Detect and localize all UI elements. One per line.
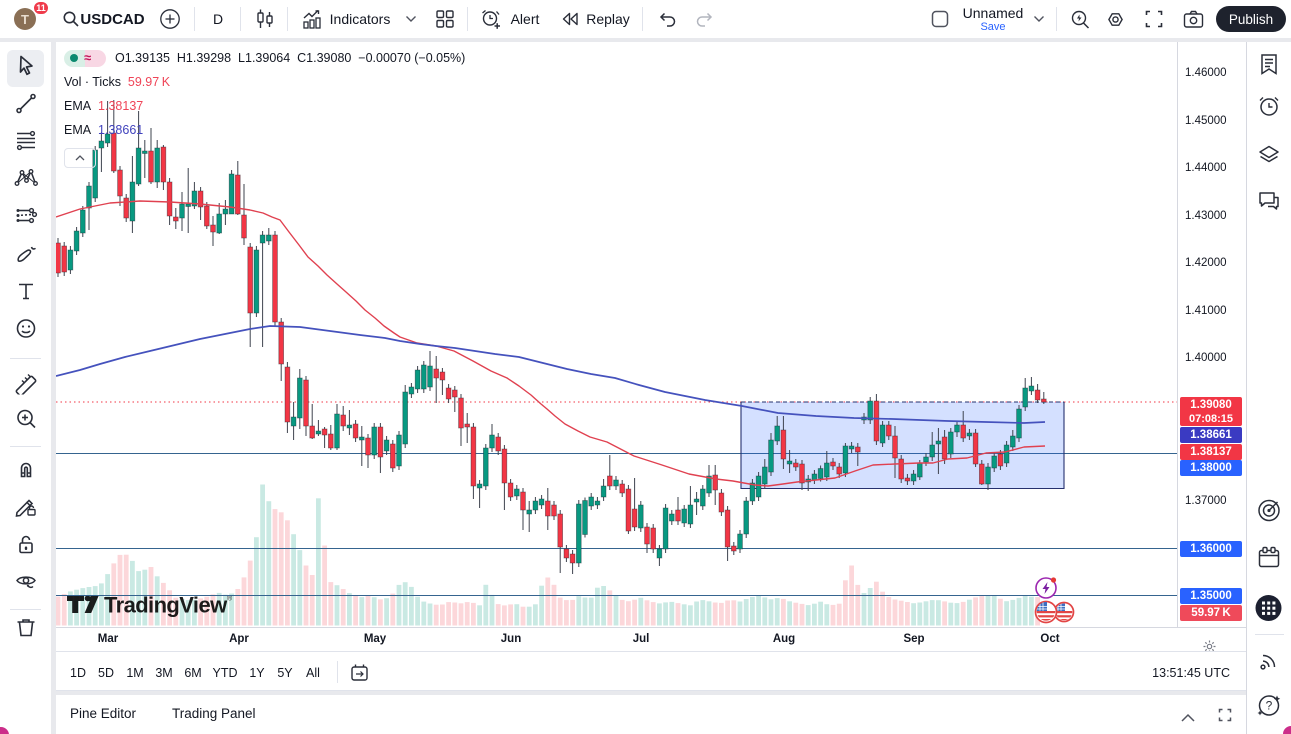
- svg-text:TradingView: TradingView: [104, 593, 228, 618]
- svg-text:?: ?: [1266, 699, 1273, 713]
- svg-text:®: ®: [227, 595, 233, 603]
